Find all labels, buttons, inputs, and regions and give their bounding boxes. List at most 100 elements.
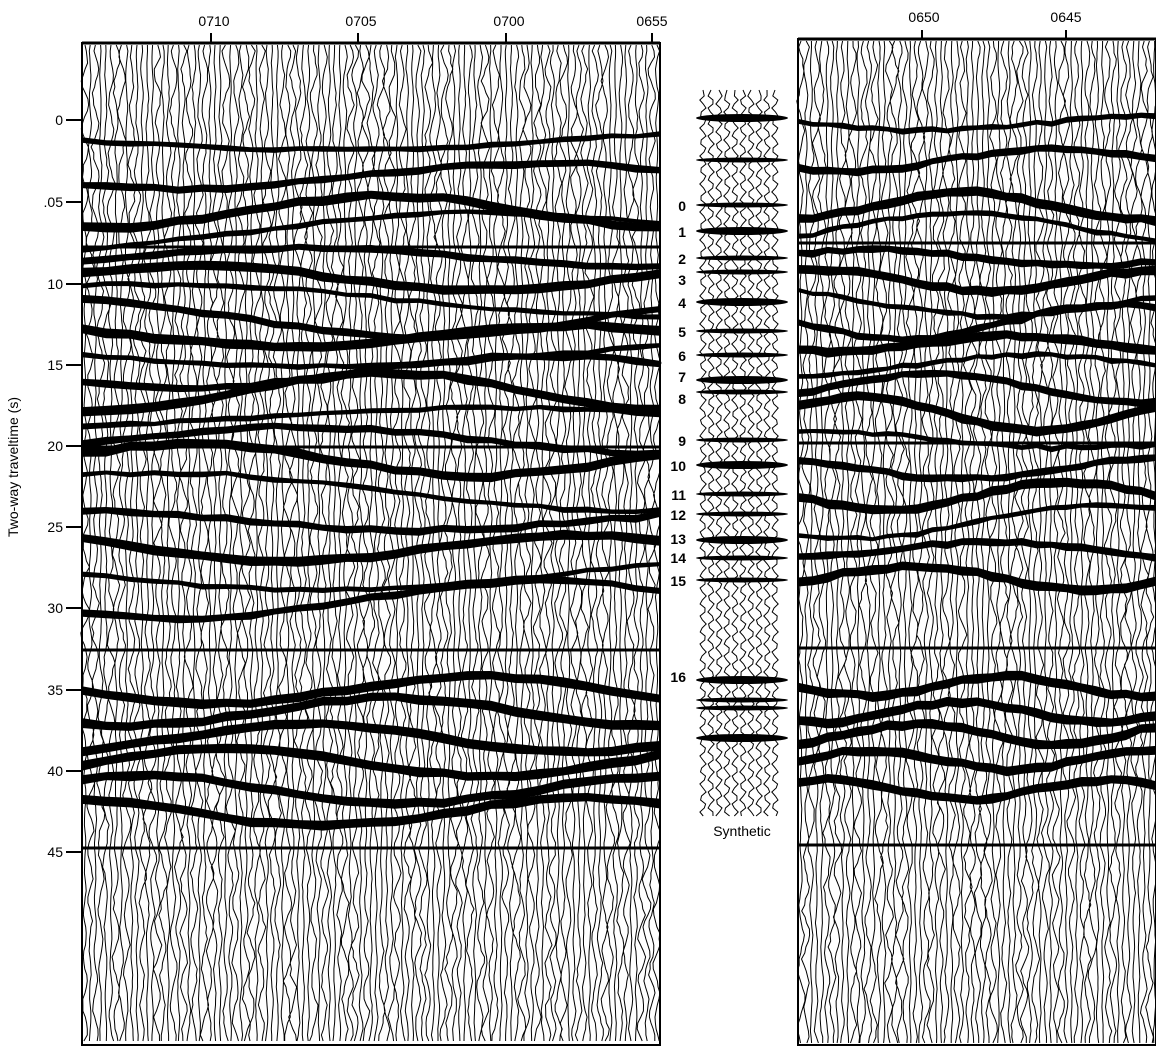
reflector-band bbox=[798, 745, 1156, 777]
horizon-label: 9 bbox=[678, 433, 686, 449]
reflector-band bbox=[82, 320, 660, 352]
time-tick-label: 30 bbox=[47, 600, 63, 616]
horizon-label: 12 bbox=[670, 507, 686, 523]
y-axis-label: Two-way traveltime (s) bbox=[5, 397, 21, 537]
horizon-label: 15 bbox=[670, 573, 686, 589]
synthetic-reflector bbox=[696, 269, 788, 275]
reflector-band bbox=[82, 671, 660, 710]
horizon-label: 6 bbox=[678, 348, 686, 364]
reflector-band bbox=[798, 287, 1156, 320]
reflector-band bbox=[798, 265, 1156, 297]
horizon-label: 4 bbox=[678, 295, 686, 311]
synthetic-seismogram bbox=[696, 89, 788, 817]
synthetic-reflector bbox=[696, 491, 788, 497]
reflector-band bbox=[82, 368, 660, 417]
reflector-band bbox=[82, 576, 660, 624]
time-tick-label: 20 bbox=[47, 438, 63, 454]
synthetic-label: Synthetic bbox=[713, 823, 771, 839]
reflector-band bbox=[798, 186, 1156, 227]
reflector-band bbox=[82, 131, 660, 153]
left-shot-labels: 0710 0705 0700 0655 bbox=[198, 13, 668, 43]
reflector-band bbox=[82, 159, 660, 194]
reflector-band bbox=[82, 422, 660, 459]
reflector-band bbox=[798, 719, 1156, 750]
horizon-label: 0 bbox=[678, 198, 686, 214]
time-tick-label: 10 bbox=[47, 276, 63, 292]
reflector-band bbox=[798, 112, 1156, 135]
synthetic-reflector bbox=[696, 437, 788, 443]
synthetic-reflector bbox=[696, 376, 788, 384]
shot-label: 0710 bbox=[198, 13, 229, 29]
horizon-label: 10 bbox=[670, 458, 686, 474]
reflector-band bbox=[82, 507, 660, 536]
reflector-band bbox=[82, 719, 660, 757]
reflector-band bbox=[82, 190, 660, 233]
horizon-label: 14 bbox=[670, 550, 686, 566]
time-axis: Two-way traveltime (s) 0 .05 10 15 20 25 30 35 4… bbox=[5, 112, 82, 860]
reflector-band bbox=[798, 670, 1156, 702]
synthetic-reflector bbox=[696, 536, 788, 544]
reflector-band bbox=[798, 561, 1156, 596]
reflector-band bbox=[798, 210, 1156, 243]
reflector-band bbox=[82, 793, 660, 831]
reflector-band bbox=[82, 470, 660, 514]
horizon-label: 8 bbox=[678, 391, 686, 407]
synthetic-reflector bbox=[696, 389, 788, 395]
reflector-band bbox=[798, 454, 1156, 483]
shot-label: 0700 bbox=[493, 13, 524, 29]
reflector-band bbox=[82, 343, 660, 370]
time-tick-label: 45 bbox=[47, 844, 63, 860]
shot-label: 0705 bbox=[345, 13, 376, 29]
synthetic-reflector bbox=[696, 577, 788, 583]
synthetic-reflector bbox=[696, 114, 788, 122]
reflector-band bbox=[82, 743, 660, 782]
right-seismic-panel bbox=[796, 37, 1156, 1046]
right-shot-labels: 0650 0645 bbox=[908, 9, 1082, 40]
synthetic-reflector bbox=[696, 461, 788, 469]
time-tick-label: 0 bbox=[55, 112, 63, 128]
time-tick-label: 15 bbox=[47, 357, 63, 373]
synthetic-reflector bbox=[696, 328, 788, 334]
shot-label: 0655 bbox=[636, 13, 667, 29]
reflector-band bbox=[82, 209, 660, 253]
reflector-band bbox=[798, 391, 1156, 437]
horizon-label: 5 bbox=[678, 324, 686, 340]
shot-label: 0645 bbox=[1050, 9, 1081, 25]
reflector-band bbox=[798, 477, 1156, 515]
reflector-band bbox=[82, 281, 660, 320]
synthetic-reflector bbox=[696, 676, 788, 684]
reflector-band bbox=[82, 529, 660, 567]
reflector-band bbox=[82, 404, 660, 430]
time-tick-label: 40 bbox=[47, 763, 63, 779]
time-tick-label: .05 bbox=[44, 194, 64, 210]
reflector-band bbox=[82, 562, 660, 593]
horizon-label: 16 bbox=[670, 669, 686, 685]
synthetic-reflector bbox=[696, 697, 788, 703]
reflector-band bbox=[798, 245, 1156, 270]
synthetic-reflector bbox=[696, 705, 788, 711]
reflector-band bbox=[798, 300, 1156, 344]
reflector-band bbox=[798, 369, 1156, 408]
synthetic-reflector bbox=[696, 734, 788, 742]
reflector-band bbox=[798, 144, 1156, 177]
horizon-label: 3 bbox=[678, 272, 686, 288]
synthetic-reflector bbox=[696, 202, 788, 208]
horizon-label: 7 bbox=[678, 369, 686, 385]
synthetic-reflector bbox=[696, 255, 788, 261]
reflector-band bbox=[798, 696, 1156, 729]
left-seismic-panel bbox=[80, 41, 662, 1046]
reflector-band bbox=[798, 351, 1156, 379]
synthetic-reflector bbox=[696, 511, 788, 517]
synthetic-reflector bbox=[696, 352, 788, 358]
reflector-band bbox=[82, 692, 660, 731]
horizon-label: 11 bbox=[671, 487, 686, 503]
synthetic-reflector bbox=[696, 555, 788, 561]
reflector-band bbox=[798, 330, 1156, 358]
synthetic-traces bbox=[699, 89, 779, 817]
reflector-band bbox=[82, 438, 660, 483]
reflector-band bbox=[82, 243, 660, 271]
synthetic-reflector bbox=[696, 157, 788, 163]
reflector-band bbox=[82, 260, 660, 295]
